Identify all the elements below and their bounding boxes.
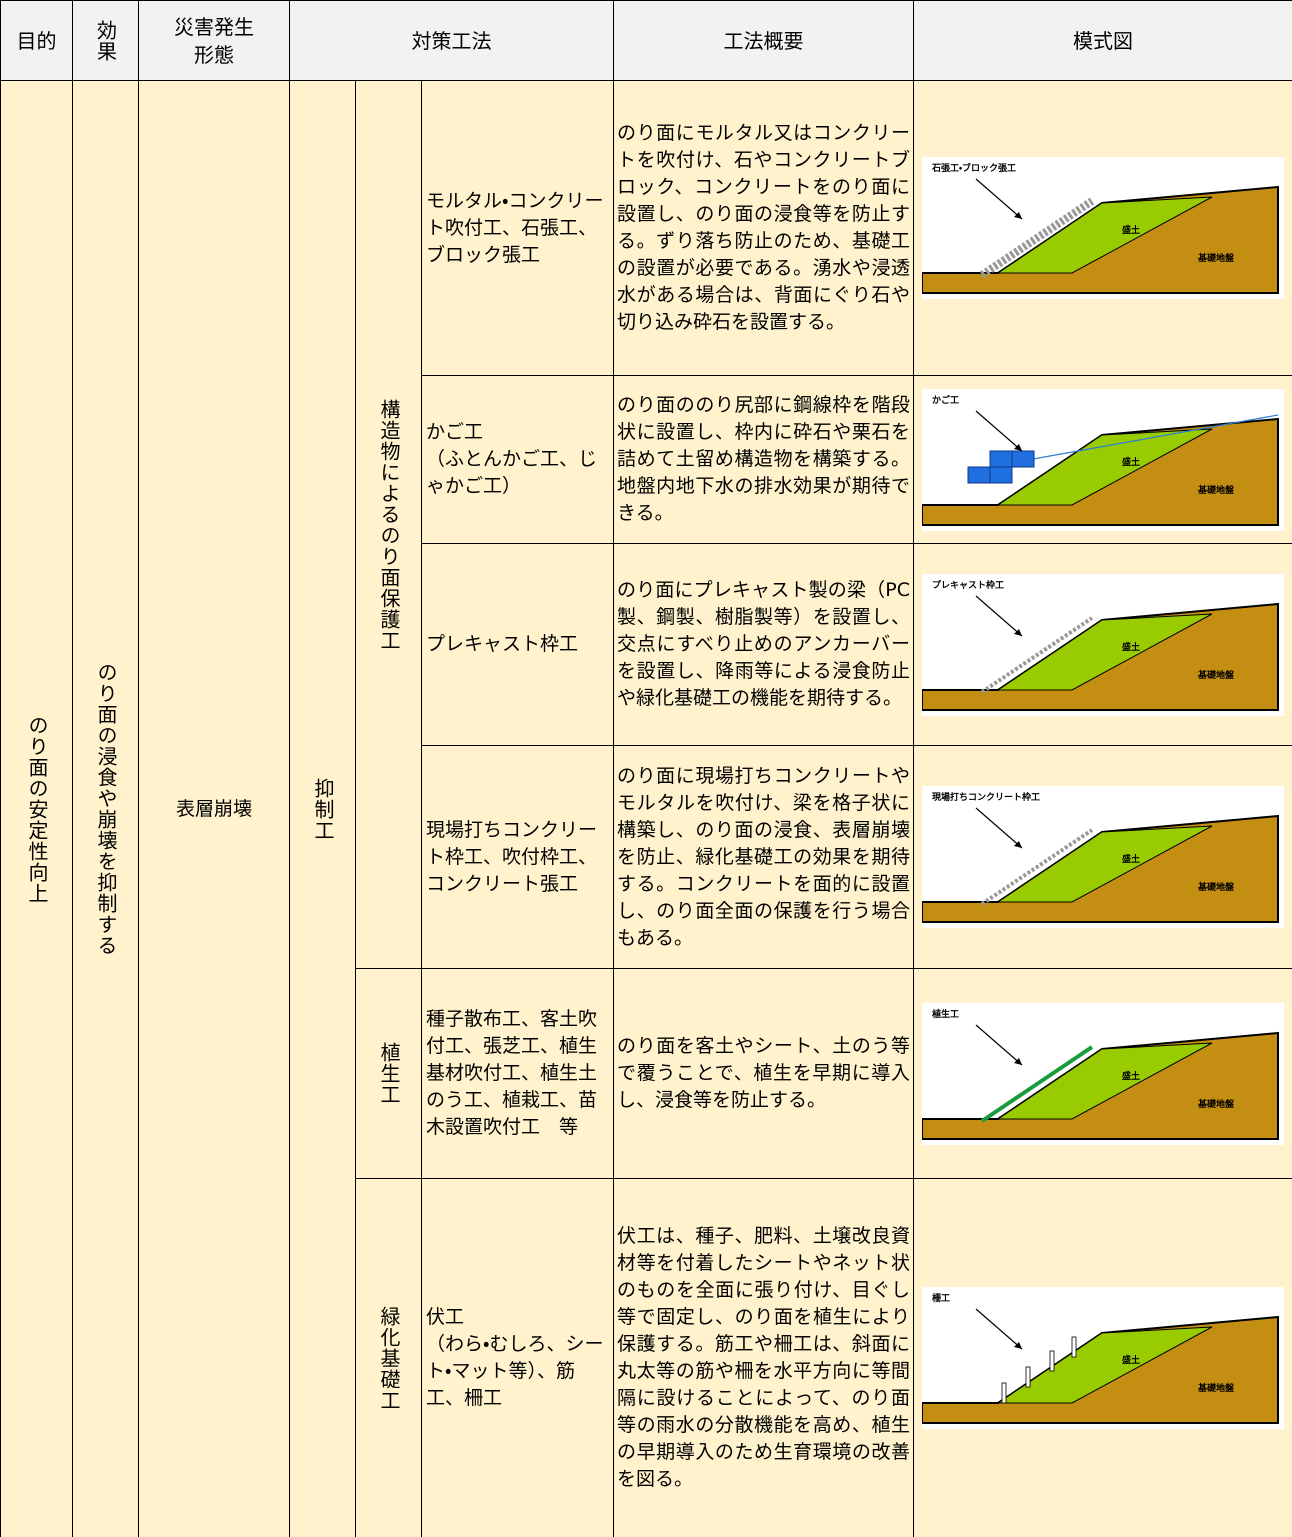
group-name: 構造物によるのり面保護工 bbox=[355, 80, 422, 969]
embankment bbox=[996, 428, 1213, 505]
purpose: のり面の安定性向上 bbox=[0, 80, 73, 1537]
pointer-head bbox=[1014, 1342, 1023, 1349]
method-row: 植生工 種子散布工、客土吹付工、張芝工、植生基材吹付工、植生土のう工、植栽工、苗木… bbox=[1, 968, 1292, 1179]
fence-post bbox=[1071, 1336, 1077, 1358]
pointer-head bbox=[1014, 212, 1023, 219]
pointer bbox=[975, 1024, 1023, 1065]
gabion bbox=[967, 466, 991, 483]
group-name: 植生工 bbox=[355, 968, 422, 1179]
pointer-head bbox=[1014, 841, 1023, 848]
diagram-cell: 現場打ちコンクリート枠工盛土基礎地盤 bbox=[913, 745, 1292, 969]
embankment-label: 盛土 bbox=[1122, 1354, 1140, 1366]
header-overview: 工法概要 bbox=[613, 0, 915, 81]
gabion bbox=[989, 466, 1013, 483]
pointer-head bbox=[1014, 628, 1023, 636]
diagram-cell: かご工盛土基礎地盤 bbox=[913, 375, 1292, 544]
header-effect: 効果 bbox=[72, 0, 139, 81]
method-row: プレキャスト枠工 のり面にプレキャスト製の梁（PC 製、鋼製、樹脂製等）を設置し、… bbox=[1, 543, 1292, 746]
embankment bbox=[996, 196, 1213, 274]
header-countermeasure: 対策工法 bbox=[288, 0, 615, 81]
diagram-label: プレキャスト枠工 bbox=[932, 579, 1004, 591]
method-overview: のり面を客土やシート、土のう等で覆うことで、植生を早期に導入し、浸食等を防止する… bbox=[613, 968, 915, 1179]
embankment-label: 盛土 bbox=[1122, 224, 1140, 236]
diagram-label: 柵工 bbox=[932, 1292, 950, 1304]
embankment bbox=[996, 1326, 1213, 1404]
method-overview: のり面ののり尻部に鋼線枠を階段状に設置し、枠内に砕石や栗石を詰めて土留め構造物を… bbox=[613, 375, 915, 544]
diagram-cell: 植生工盛土基礎地盤 bbox=[913, 968, 1292, 1179]
fence-post bbox=[1025, 1366, 1031, 1388]
diagram-cell: プレキャスト枠工盛土基礎地盤 bbox=[913, 543, 1292, 746]
header-disaster: 災害発生 形態 bbox=[138, 0, 290, 81]
pointer-head bbox=[1014, 1057, 1023, 1065]
embankment-label: 盛土 bbox=[1122, 1070, 1140, 1082]
method-row: のり面の安定性向上 のり面の浸食や崩壊を抑制する 表層崩壊 抑制工 構造物によるのり面保… bbox=[0, 80, 1292, 1537]
pointer bbox=[975, 410, 1023, 451]
pointer bbox=[975, 807, 1023, 849]
method-name: 伏工 （わら・むしろ、シート・マット等）、筋工、柵工 bbox=[420, 1178, 615, 1537]
method-overview: 伏工は、種子、肥料、土壌改良資材等を付着したシートやネット状のものを全面に張り付… bbox=[613, 1178, 915, 1537]
diagram-label: 石張工・ブロック張工 bbox=[931, 162, 1016, 174]
gabion bbox=[989, 450, 1013, 467]
method-row: 現場打ちコンクリート枠工、吹付枠工、コンクリート張工 のり面に現場打ちコンクリート… bbox=[1, 745, 1292, 969]
embankment-label: 盛土 bbox=[1122, 853, 1140, 865]
embankment-label: 盛土 bbox=[1122, 456, 1140, 468]
fence-post bbox=[1049, 1350, 1055, 1372]
group-name: 緑化基礎工 bbox=[355, 1178, 422, 1537]
method-overview: のり面にモルタル又はコンクリートを吹付け、石やコンクリートブロック、コンクリート… bbox=[613, 80, 915, 376]
gabion bbox=[1011, 450, 1035, 467]
diagram-cell: 石張工・ブロック張工盛土基礎地盤 bbox=[913, 80, 1292, 376]
method-name: プレキャスト枠工 bbox=[420, 543, 615, 746]
method-overview: のり面にプレキャスト製の梁（PC 製、鋼製、樹脂製等）を設置し、交点にすべり止め… bbox=[613, 543, 915, 746]
method-row: かご工 （ふとんかご工、じゃかご工） のり面ののり尻部に鋼線枠を階段状に設置し、枠… bbox=[1, 375, 1292, 544]
method-name: モルタル・コンクリート吹付工、石張工、ブロック張工 bbox=[420, 80, 615, 376]
fence-post bbox=[1001, 1382, 1007, 1404]
ground-label: 基礎地盤 bbox=[1197, 252, 1235, 264]
water-line bbox=[1021, 413, 1279, 462]
slope-facing bbox=[980, 828, 1094, 906]
embankment bbox=[996, 613, 1213, 690]
diagram-label: 現場打ちコンクリート枠工 bbox=[932, 791, 1040, 803]
pointer bbox=[975, 595, 1023, 636]
category: 抑制工 bbox=[289, 80, 356, 1537]
ground-label: 基礎地盤 bbox=[1197, 669, 1235, 681]
ground-label: 基礎地盤 bbox=[1197, 1098, 1235, 1110]
pointer bbox=[975, 1308, 1023, 1350]
ground-label: 基礎地盤 bbox=[1197, 1382, 1235, 1394]
method-row: 緑化基礎工 伏工 （わら・むしろ、シート・マット等）、筋工、柵工 伏工は、種子、肥料… bbox=[1, 1178, 1292, 1537]
method-name: かご工 （ふとんかご工、じゃかご工） bbox=[420, 375, 615, 544]
embankment bbox=[996, 825, 1213, 903]
diagram-cell: 柵工盛土基礎地盤 bbox=[913, 1178, 1292, 1537]
slope-facing bbox=[980, 1044, 1094, 1123]
method-name: 現場打ちコンクリート枠工、吹付枠工、コンクリート張工 bbox=[420, 745, 615, 969]
ground-label: 基礎地盤 bbox=[1197, 881, 1235, 893]
embankment-label: 盛土 bbox=[1122, 641, 1140, 653]
ground-label: 基礎地盤 bbox=[1197, 484, 1235, 496]
embankment bbox=[996, 1042, 1213, 1119]
method-overview: のり面に現場打ちコンクリートやモルタルを吹付け、梁を格子状に構築し、のり面の浸食… bbox=[613, 745, 915, 969]
header-row: 目的 効果 災害発生 形態 対策工法 工法概要 模式図 bbox=[0, 0, 1292, 81]
diagram-label: かご工 bbox=[932, 394, 959, 406]
method-name: 種子散布工、客土吹付工、張芝工、植生基材吹付工、植生土のう工、植栽工、苗木設置吹… bbox=[420, 968, 615, 1179]
pointer-head bbox=[1014, 443, 1023, 451]
pointer bbox=[975, 178, 1023, 220]
diagram-label: 植生工 bbox=[932, 1008, 959, 1020]
slope-facing bbox=[979, 197, 1095, 279]
header-diagram: 模式図 bbox=[913, 0, 1292, 81]
slope-facing bbox=[980, 615, 1094, 694]
header-purpose: 目的 bbox=[0, 0, 73, 81]
disaster: 表層崩壊 bbox=[138, 80, 290, 1537]
effect: のり面の浸食や崩壊を抑制する bbox=[72, 80, 139, 1537]
